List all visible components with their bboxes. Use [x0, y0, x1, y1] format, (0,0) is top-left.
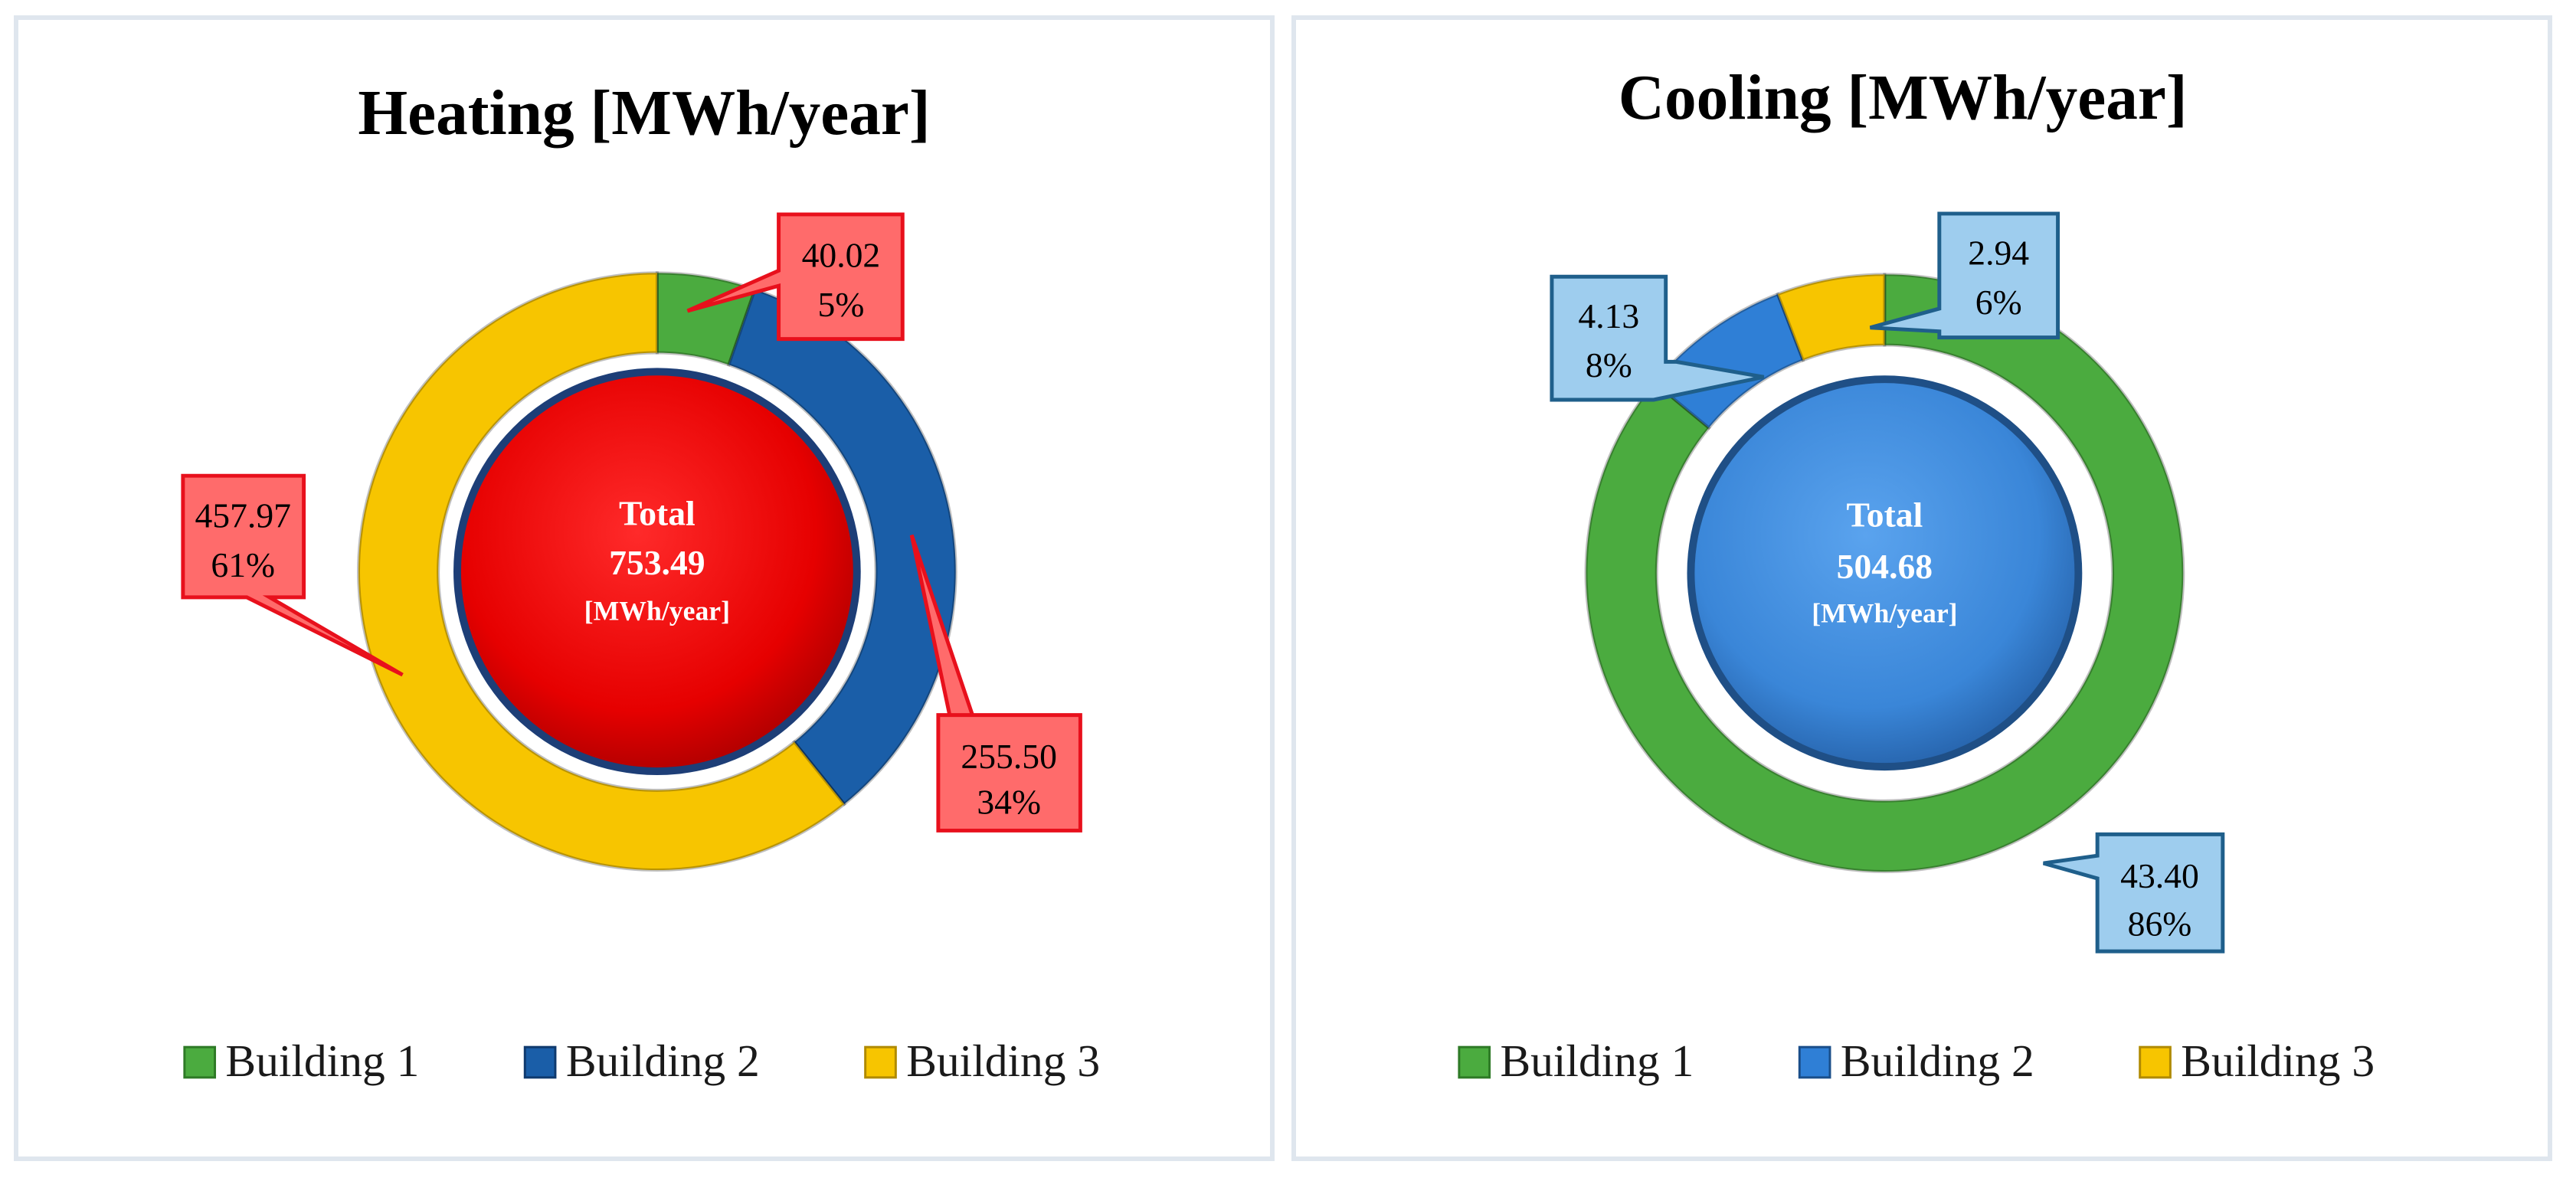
cooling-legend-label-1: Building 1 [1500, 1035, 1694, 1086]
cooling-slice-building-1 [1584, 273, 2185, 873]
heating-center-value: 753.49 [609, 543, 705, 582]
legend-swatch-icon [864, 1045, 897, 1079]
legend-swatch-icon [183, 1045, 217, 1079]
heating-callout-value-3: 457.97 [195, 496, 291, 535]
heating-callout-percent-2: 34% [977, 783, 1041, 822]
cooling-callout-building-3: 2.94 6% [1869, 211, 2060, 340]
legend-swatch-icon [523, 1045, 557, 1079]
cooling-title: Cooling [MWh/year] [1619, 63, 2188, 133]
cooling-callout-building-2: 4.13 8% [1550, 274, 1765, 402]
legend-swatch-icon [1798, 1045, 1831, 1079]
cooling-center-value: 504.68 [1837, 547, 1933, 586]
cooling-callout-percent-1: 86% [2128, 904, 2192, 943]
cooling-callout-building-1: 43.40 86% [2043, 832, 2225, 954]
heating-legend-item-3: Building 3 [864, 1035, 1100, 1086]
heating-title: Heating [MWh/year] [358, 78, 930, 149]
cooling-chart: Cooling [MWh/year] Total 504.68 [MWh/yea… [1458, 63, 2375, 1086]
heating-legend-label-3: Building 3 [906, 1035, 1100, 1086]
heating-callout-value-1: 40.02 [802, 235, 881, 274]
heating-chart-panel: Heating [MWh/year] Total 753.49 [MWh/yea… [14, 15, 1275, 1161]
heating-slice-building-3 [357, 271, 846, 872]
heating-legend-item-1: Building 1 [183, 1035, 419, 1086]
cooling-slice-building-3 [1776, 273, 1887, 362]
cooling-slice-building-2 [1652, 292, 1805, 430]
heating-center-unit: [MWh/year] [584, 596, 730, 626]
heating-center-label: Total [619, 494, 696, 533]
cooling-legend: Building 1 Building 2 Building 3 [1458, 1035, 2375, 1086]
cooling-center-disk: Total 504.68 [MWh/year] [1687, 375, 2083, 771]
cooling-callout-value-1: 43.40 [2120, 856, 2199, 895]
cooling-donut-ring [1584, 273, 2185, 873]
heating-callout-percent-1: 5% [818, 285, 865, 324]
heating-callout-percent-3: 61% [211, 545, 275, 584]
cooling-callout-percent-2: 8% [1586, 345, 1632, 384]
legend-swatch-icon [2139, 1045, 2172, 1079]
heating-callout-value-2: 255.50 [961, 737, 1056, 776]
heating-callout-building-2: 255.50 34% [909, 534, 1082, 833]
heating-callout-building-3: 457.97 61% [181, 473, 404, 677]
cooling-legend-item-1: Building 1 [1458, 1035, 1694, 1086]
cooling-chart-panel: Cooling [MWh/year] Total 504.68 [MWh/yea… [1291, 15, 2552, 1161]
heating-legend-label-2: Building 2 [566, 1035, 760, 1086]
cooling-legend-label-2: Building 2 [1841, 1035, 2034, 1086]
cooling-legend-label-3: Building 3 [2181, 1035, 2375, 1086]
cooling-center-label: Total [1847, 496, 1923, 535]
heating-chart: Heating [MWh/year] Total 753.49 [MWh/yea… [181, 78, 1100, 1086]
heating-slice-building-2 [726, 287, 957, 806]
heating-callout-building-1: 40.02 5% [686, 212, 905, 342]
cooling-callout-value-2: 4.13 [1578, 296, 1639, 335]
cooling-legend-item-3: Building 3 [2139, 1035, 2375, 1086]
heating-legend-label-1: Building 1 [225, 1035, 419, 1086]
cooling-legend-item-2: Building 2 [1798, 1035, 2034, 1086]
cooling-callout-percent-3: 6% [1975, 283, 2022, 322]
heating-legend: Building 1 Building 2 Building 3 [183, 1035, 1100, 1086]
cooling-callout-value-3: 2.94 [1968, 233, 2029, 272]
cooling-center-unit: [MWh/year] [1812, 598, 1957, 629]
heating-center-disk: Total 753.49 [MWh/year] [453, 368, 861, 776]
heating-legend-item-2: Building 2 [523, 1035, 760, 1086]
legend-swatch-icon [1458, 1045, 1491, 1079]
